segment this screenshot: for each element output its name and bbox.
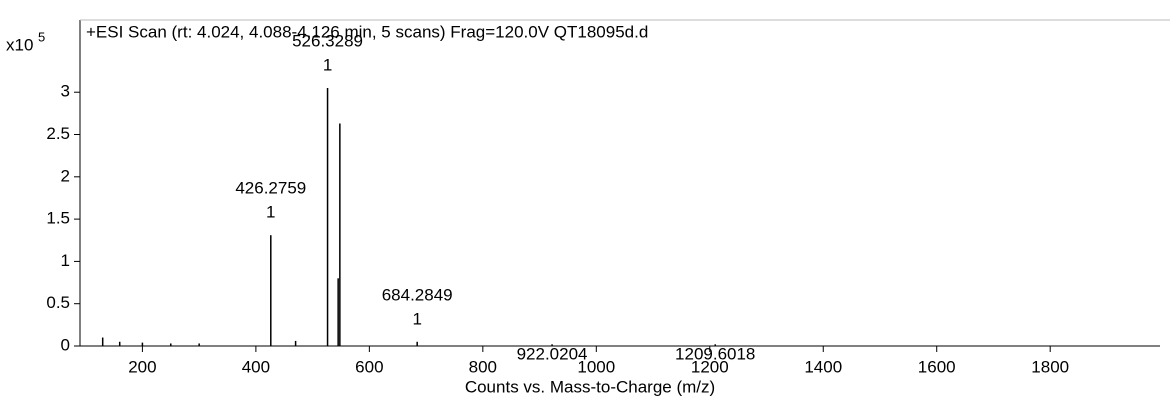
y-scale-exponent: 5 bbox=[38, 29, 45, 44]
charge-label: 1 bbox=[323, 55, 332, 74]
chart-title: +ESI Scan (rt: 4.024, 4.088-4.126 min, 5… bbox=[86, 22, 648, 41]
y-tick-label: 2 bbox=[61, 166, 70, 185]
peak-label: 684.2849 bbox=[382, 285, 453, 304]
x-tick-label: 200 bbox=[128, 357, 156, 376]
x-tick-label: 400 bbox=[242, 357, 270, 376]
x-tick-label: 1000 bbox=[577, 357, 615, 376]
y-tick-label: 1 bbox=[61, 251, 70, 270]
peak-label: 922.0204 bbox=[517, 344, 588, 363]
y-tick-label: 0.5 bbox=[46, 293, 70, 312]
peak-label: 426.2759 bbox=[235, 179, 306, 198]
y-tick-label: 2.5 bbox=[46, 124, 70, 143]
charge-label: 1 bbox=[266, 203, 275, 222]
x-tick-label: 1200 bbox=[691, 357, 729, 376]
x-tick-label: 600 bbox=[355, 357, 383, 376]
charge-label: 1 bbox=[412, 309, 421, 328]
peak-label: 526.3289 bbox=[292, 31, 363, 50]
x-tick-label: 1400 bbox=[804, 357, 842, 376]
y-tick-label: 0 bbox=[61, 335, 70, 354]
peak-label: 1209.6018 bbox=[675, 344, 755, 363]
y-tick-label: 3 bbox=[61, 82, 70, 101]
y-tick-label: 1.5 bbox=[46, 209, 70, 228]
x-tick-label: 800 bbox=[469, 357, 497, 376]
x-axis-label: Counts vs. Mass-to-Charge (m/z) bbox=[465, 377, 715, 396]
x-tick-label: 1800 bbox=[1031, 357, 1069, 376]
x-tick-label: 1600 bbox=[918, 357, 956, 376]
y-scale-base: x10 bbox=[6, 35, 33, 54]
